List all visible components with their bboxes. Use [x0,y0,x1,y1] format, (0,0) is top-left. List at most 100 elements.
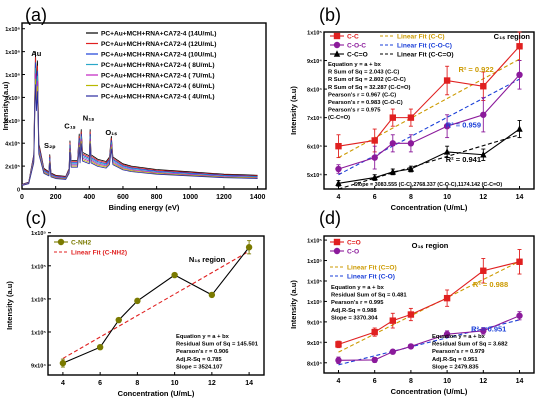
data-point-circle [171,271,178,279]
data-point-circle [516,312,523,319]
x-tick-label: 12 [479,378,487,385]
y-tick-label: 8x10⁵ [5,96,20,102]
data-point-circle [333,247,341,255]
data-point-square [335,341,342,348]
stats-line: Equation y = a + bx [176,334,230,340]
stats-line: Slope = 2479.835 [432,364,479,370]
data-point-circle [371,154,378,161]
data-point-circle [389,348,396,355]
r-squared-label: R² = 0.959 [446,121,481,130]
stats-line: Pearson's r = 0.983 (C-O-C) [328,100,403,106]
panel-letter: (a) [25,5,47,25]
spectrum-line [21,84,258,186]
legend-label: C-O-C [347,43,366,50]
data-point-circle [57,238,65,246]
x-axis-label: Concentration (U/mL) [391,203,468,212]
x-axis-label: Concentration (U/mL) [118,389,195,398]
legend-label: C=O [347,240,361,247]
stats-line: R Sum of Sq = 2.802 (C-O-C) [328,77,406,83]
data-point-square [443,294,451,302]
y-axis-label: Intensity (a.u) [289,280,298,329]
y-tick-label: 8x10⁴ [307,88,322,94]
x-tick-label: 1400 [250,194,266,201]
panel-a: 0 200 400 600 800 1000 1200 1400 0 2x10⁵ 4x10⁵ 6x10… [1,5,267,212]
y-tick-label: 1x10⁵ [31,264,46,270]
peak-annotation: N₁ₛ [83,113,95,122]
data-point-square [335,142,342,150]
stats-line: Pearson's r = 0.906 [176,349,229,355]
data-point-triangle [443,148,451,155]
y-tick-label: 6x10⁴ [307,145,322,151]
y-tick-label: 1x10⁵ [307,259,322,265]
x-tick-label: 6 [373,378,377,385]
data-point-square [389,317,396,324]
y-tick-label: 1x10⁵ [307,300,322,306]
legend-label: PC+Au+MCH+RNA+CA72-4 (10U/mL) [101,52,216,59]
data-point-circle [59,359,67,367]
data-point-square [407,311,415,318]
data-point-circle [407,140,415,147]
data-point-triangle [480,151,487,158]
legend-label: PC+Au+MCH+RNA+CA72-4 ( 7U/mL) [101,73,215,80]
data-point-circle [333,41,341,49]
legend-label: PC+Au+MCH+RNA+CA72-4 ( 6U/mL) [101,83,215,90]
panel-c: 4 6 8 10 12 14 9x10⁴ 1x10⁵ 1x10⁵ 1x10⁵ 1x10⁵ Concen… [5,208,265,398]
panel-letter: (c) [26,208,47,228]
legend-label: PC+Au+MCH+RNA+CA72-4 (12U/mL) [101,41,216,48]
region-label: O₁ₛ region [412,241,449,250]
data-point-triangle [335,179,342,186]
legend-label: PC+Au+MCH+RNA+CA72-4 ( 4U/mL) [101,94,215,101]
data-point-circle [134,297,141,305]
stats-line: Equation y = a + bx [432,334,486,340]
data-point-circle [371,356,378,364]
y-axis-label: Intensity (a.u) [289,86,298,135]
x-tick-label: 14 [245,380,253,387]
legend-label: PC+Au+MCH+RNA+CA72-4 ( 8U/mL) [101,62,215,69]
legend-label: Linear Fit (C-NH2) [71,250,127,257]
y-tick-label: 2x10⁵ [5,165,20,171]
x-tick-label: 1000 [182,194,198,201]
plot-frame [47,235,265,376]
stats-line: R Sum of Sq = 2.043 (C-C) [328,70,399,76]
data-point-square [407,114,415,121]
data-point-square [516,258,523,265]
peak-annotation: Au [31,49,41,58]
x-tick-label: 12 [208,380,216,387]
x-tick-label: 400 [83,194,95,201]
data-point-triangle [516,125,523,132]
y-tick-label: 9x10⁴ [307,341,322,347]
y-tick-label: 9x10⁴ [307,59,322,65]
y-tick-label: 8x10⁴ [307,361,322,367]
data-point-circle [480,111,487,118]
data-point-circle [245,244,253,251]
x-tick-label: 4 [61,380,65,387]
stats-line: Pearson's r = 0.975 [328,108,381,114]
data-point-circle [443,123,451,130]
x-tick-label: 10 [171,380,179,387]
y-tick-label: 1x10⁵ [31,231,46,237]
legend-label: Linear Fit (C-C) [397,34,445,41]
y-tick-label: 5x10⁴ [307,173,322,179]
stats-line: Adj.R-Sq = 0.988 [331,308,377,314]
data-point-circle [335,357,342,364]
series-line [338,315,520,361]
data-point-circle [407,343,415,350]
linear-fit-line [338,78,520,176]
data-point-triangle [371,173,378,181]
y-tick-label: 1x10⁶ [5,50,20,56]
x-tick-label: 14 [516,194,524,201]
stats-line: Pearson's r = 0.995 [331,300,384,306]
data-point-square [371,137,378,144]
spectrum-line [21,62,258,186]
x-axis-label: Concentration (U/mL) [391,387,468,396]
y-tick-label: 1x10⁵ [307,279,322,285]
y-tick-label: 6x10⁵ [5,119,20,125]
x-tick-label: 6 [373,194,377,201]
r-squared-label: R² = 0.988 [473,280,508,289]
stats-line: Residual Sum of Sq = 0.481 [331,293,407,299]
data-point-circle [516,71,523,79]
stats-line: Adj.R-Sq = 0.785 [176,357,222,363]
x-tick-label: 4 [337,194,341,201]
stats-line: Adj.R-Sq = 0.951 [432,357,478,363]
